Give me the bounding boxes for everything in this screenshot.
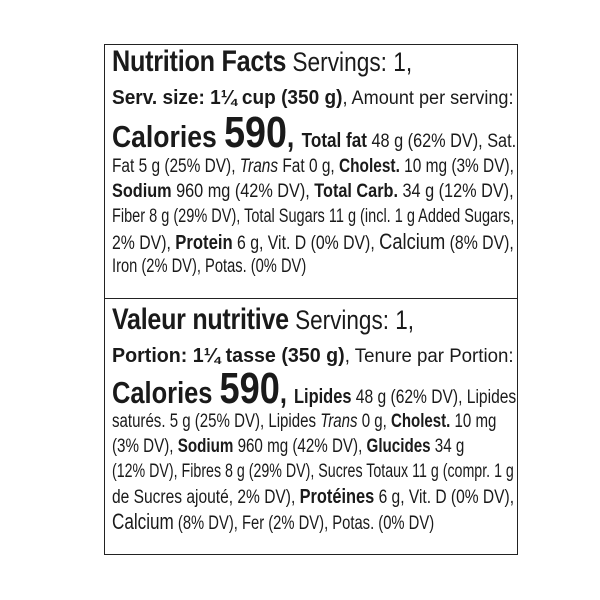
en-title: Nutrition Facts xyxy=(112,45,287,78)
fr-line-fibres: (12% DV), Fibres 8 g (29% DV), Sucres To… xyxy=(112,461,514,483)
en-total-fat-value: 48 g (62% DV), Sat. xyxy=(366,131,517,152)
fr-cholest-dv: (3% DV), xyxy=(112,436,178,457)
en-calcium-value: (8% DV), xyxy=(445,233,514,254)
fr-calories-value: 590 xyxy=(219,364,280,413)
en-calories-label: Calories xyxy=(112,119,225,154)
fr-cholest-label: Cholest. xyxy=(391,411,451,432)
fr-line-sat: saturés. 5 g (25% DV), Lipides Trans 0 g… xyxy=(112,411,496,433)
fr-line-proteines: de Sucres ajouté, 2% DV), Protéines 6 g,… xyxy=(112,486,514,509)
en-cholest-label: Cholest. xyxy=(338,156,400,177)
fr-lipides-value: 48 g (62% DV), Lipides xyxy=(351,387,517,408)
fr-comma: , xyxy=(279,375,294,410)
en-line-protein: 2% DV), Protein 6 g, Vit. D (0% DV), Cal… xyxy=(112,231,514,255)
fr-glucides-label: Glucides xyxy=(366,436,431,457)
fr-trans-value: 0 g, xyxy=(357,411,392,432)
fr-trans-label: Trans xyxy=(320,411,358,432)
en-sodium-value: 960 mg (42% DV), xyxy=(171,181,315,202)
fr-calcium-label: Calcium xyxy=(112,509,174,534)
en-amount-per: , Amount per serving: xyxy=(342,88,514,109)
fr-calcium-rest: (8% DV), Fer (2% DV), Potas. (0% DV) xyxy=(173,513,435,534)
section-divider xyxy=(105,298,517,299)
fr-title-line: Valeur nutritive Servings: 1, xyxy=(112,305,414,335)
fr-servings: Servings: 1, xyxy=(288,305,415,335)
en-calories-line: Calories 590, Total fat 48 g (62% DV), S… xyxy=(112,111,516,164)
fr-amount-per: , Tenure par Portion: xyxy=(344,346,514,367)
fr-cholest-value: 10 mg xyxy=(450,411,497,432)
en-calories-value: 590 xyxy=(224,108,287,157)
fr-fibres-sucres: (12% DV), Fibres 8 g (29% DV), Sucres To… xyxy=(112,461,514,482)
en-cholest-value: 10 mg (3% DV), xyxy=(399,156,514,177)
fr-glucides-value: 34 g xyxy=(430,436,465,457)
en-protein-label: Protein xyxy=(175,232,233,254)
en-comma: , xyxy=(286,119,302,154)
fr-proteines-label: Protéines xyxy=(299,486,375,508)
en-title-line: Nutrition Facts Servings: 1, xyxy=(112,47,412,77)
en-protein-value: 6 g, Vit. D (0% DV), xyxy=(232,233,380,254)
fr-calories-label: Calories xyxy=(112,375,220,410)
fr-calories-line: Calories 590, Lipides 48 g (62% DV), Lip… xyxy=(112,367,516,420)
fr-sodium-label: Sodium xyxy=(177,436,234,457)
en-fiber-sugars: Fiber 8 g (29% DV), Total Sugars 11 g (i… xyxy=(112,206,515,227)
en-trans-label: Trans xyxy=(239,156,279,177)
en-serving-size: Serv. size: 1¼ cup (350 g) xyxy=(112,87,343,109)
en-added-dv: 2% DV), xyxy=(112,233,176,254)
nutrition-label: Nutrition Facts Servings: 1, Serv. size:… xyxy=(104,44,518,555)
en-total-fat-label: Total fat xyxy=(301,130,367,152)
fr-title: Valeur nutritive xyxy=(112,303,289,336)
en-line-sodium: Sodium 960 mg (42% DV), Total Carb. 34 g… xyxy=(112,181,514,203)
en-calcium-label: Calcium xyxy=(379,229,446,254)
fr-portion: Portion: 1¼ tasse (350 g) xyxy=(112,345,345,367)
en-iron-potas: Iron (2% DV), Potas. (0% DV) xyxy=(112,256,307,277)
fr-line-calcium: Calcium (8% DV), Fer (2% DV), Potas. (0%… xyxy=(112,511,434,535)
en-sat-fat: Fat 5 g (25% DV), xyxy=(112,156,240,177)
en-trans-value: Fat 0 g, xyxy=(278,156,339,177)
en-line-iron: Iron (2% DV), Potas. (0% DV) xyxy=(112,256,306,278)
fr-line-sodium: (3% DV), Sodium 960 mg (42% DV), Glucide… xyxy=(112,436,464,458)
fr-lipides-label: Lipides xyxy=(293,386,352,408)
en-line-fat: Fat 5 g (25% DV), Trans Fat 0 g, Cholest… xyxy=(112,156,514,178)
en-carb-label: Total Carb. xyxy=(314,181,398,202)
en-serving-size-line: Serv. size: 1¼ cup (350 g), Amount per s… xyxy=(112,87,514,110)
fr-added: de Sucres ajouté, 2% DV), xyxy=(112,487,300,508)
fr-proteines-value: 6 g, Vit. D (0% DV), xyxy=(374,487,515,508)
en-line-fiber: Fiber 8 g (29% DV), Total Sugars 11 g (i… xyxy=(112,206,514,228)
en-carb-value: 34 g (12% DV), xyxy=(397,181,514,202)
fr-sodium-value: 960 mg (42% DV), xyxy=(233,436,367,457)
fr-portion-line: Portion: 1¼ tasse (350 g), Tenure par Po… xyxy=(112,345,514,368)
en-sodium-label: Sodium xyxy=(112,181,172,202)
fr-sat: saturés. 5 g (25% DV), Lipides xyxy=(112,411,321,432)
en-servings: Servings: 1, xyxy=(286,47,413,77)
